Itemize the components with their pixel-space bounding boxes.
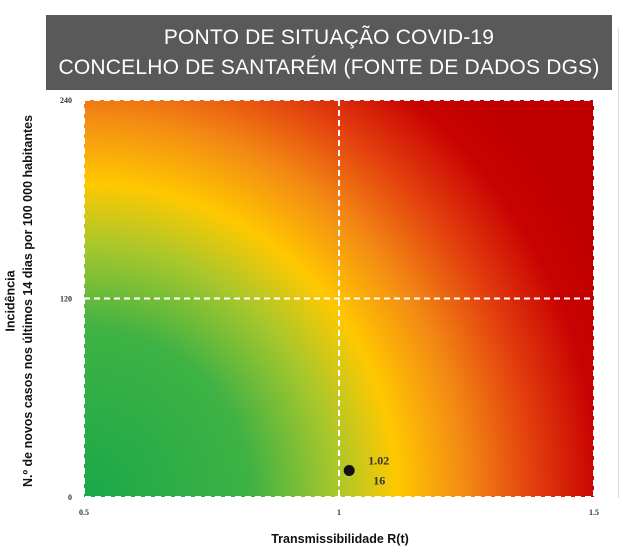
y-axis-subtitle: N.º de novos casos nos últimos 14 dias p… [21, 114, 36, 487]
y-tick-label: 240 [60, 96, 72, 105]
x-axis-title: Transmissibilidade R(t) [271, 532, 409, 546]
chart-right-edge [618, 28, 619, 498]
x-tick-label: 1.5 [589, 508, 599, 517]
x-tick-label: 1 [337, 508, 341, 517]
x-tick-label: 0.5 [79, 508, 89, 517]
y-axis-title: Incidência [3, 269, 18, 332]
chart-title-line-1: PONTO DE SITUAÇÃO COVID-19 [163, 25, 495, 49]
data-point-label-incidence: 16 [373, 474, 385, 488]
data-point [343, 465, 355, 477]
chart-title-line-2: CONCELHO DE SANTARÉM (FONTE DE DADOS DGS… [58, 55, 600, 79]
y-tick-label: 0 [68, 493, 72, 502]
chart-title-banner: PONTO DE SITUAÇÃO COVID-19 CONCELHO DE S… [46, 15, 612, 90]
y-tick-label: 120 [60, 295, 72, 304]
data-point-label-rt: 1.02 [368, 454, 389, 468]
